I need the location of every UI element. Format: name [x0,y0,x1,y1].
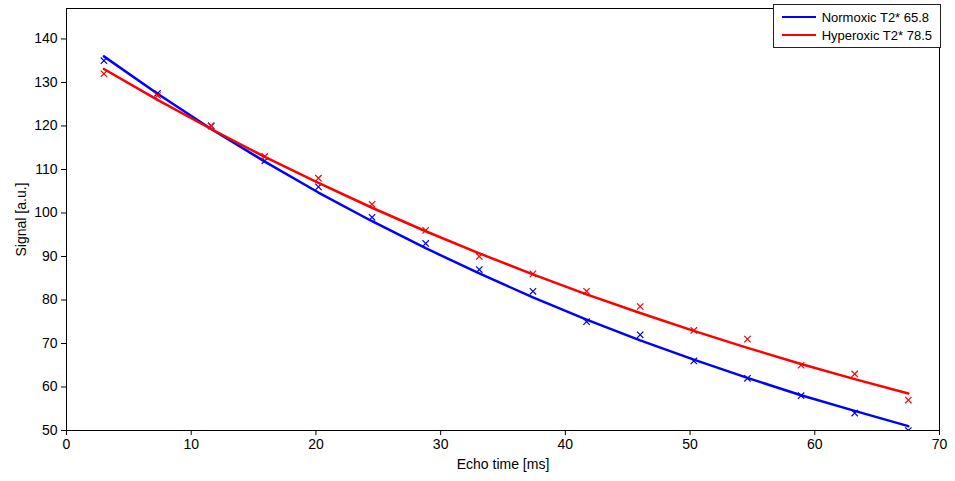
svg-text:120: 120 [34,117,58,133]
svg-text:80: 80 [42,291,58,307]
svg-text:130: 130 [34,74,58,90]
svg-text:0: 0 [63,436,71,452]
svg-text:70: 70 [42,335,58,351]
svg-text:Echo time [ms]: Echo time [ms] [457,456,550,472]
svg-text:Signal [a.u.]: Signal [a.u.] [13,183,29,257]
svg-text:110: 110 [35,161,58,177]
svg-text:70: 70 [932,436,948,452]
html-text:Hyperoxic T2* 78.5: Hyperoxic T2* 78.5 [821,27,932,43]
svg-text:30: 30 [433,436,449,452]
svg-text:40: 40 [558,436,574,452]
html-text:Normoxic T2* 65.8: Normoxic T2* 65.8 [821,9,930,25]
svg-text:90: 90 [42,248,58,264]
svg-text:140: 140 [34,30,58,46]
svg-text:60: 60 [42,378,58,394]
svg-text:50: 50 [682,436,698,452]
svg-text:60: 60 [807,436,823,452]
svg-text:10: 10 [183,436,199,452]
svg-text:20: 20 [308,436,324,452]
svg-text:100: 100 [34,204,58,220]
svg-text:50: 50 [42,422,58,438]
